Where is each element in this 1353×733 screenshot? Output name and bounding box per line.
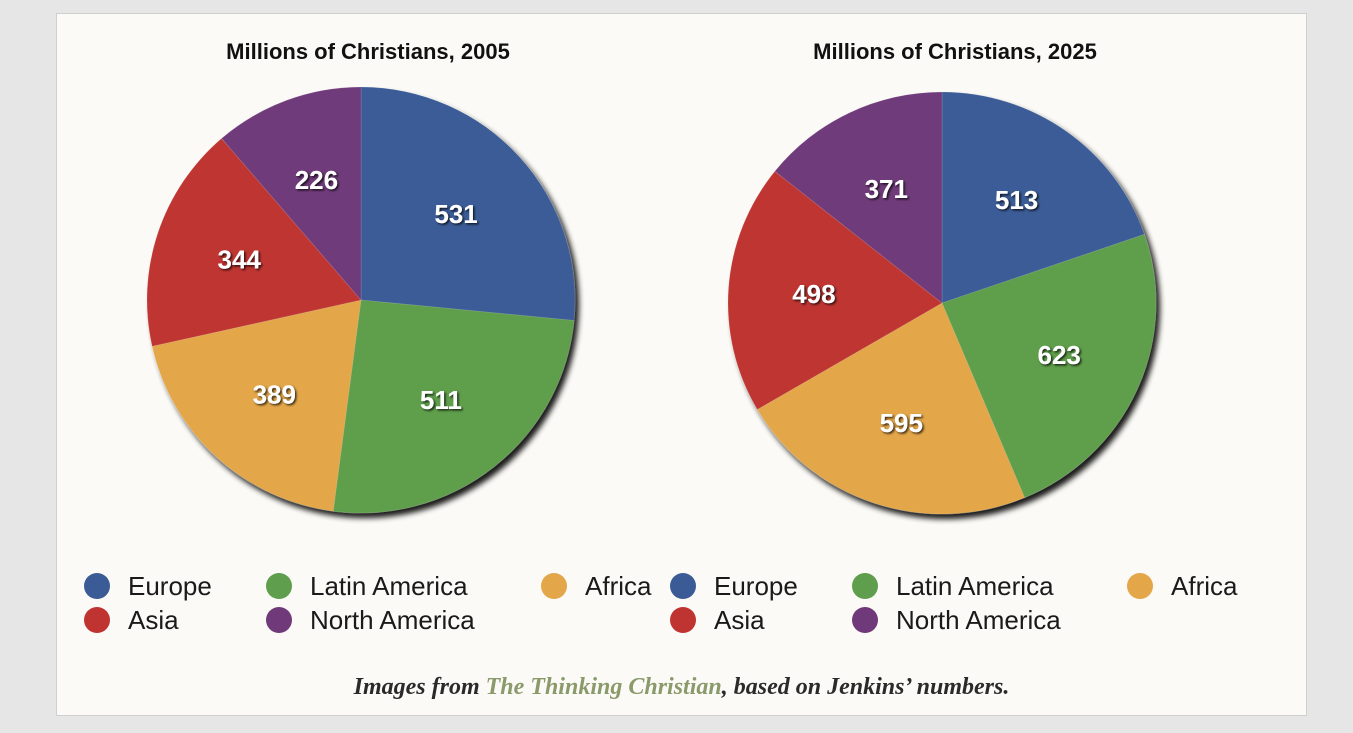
legend-swatch — [1127, 573, 1153, 599]
slice-asia — [146, 137, 362, 347]
pie-slices — [727, 91, 1157, 515]
legend-swatch — [852, 607, 878, 633]
legend-label: Latin America — [896, 571, 1054, 601]
slice-africa — [756, 302, 1026, 515]
slice-europe — [941, 91, 1145, 304]
figure-caption: Images from The Thinking Christian, base… — [56, 674, 1307, 701]
slice-value-label: 623 — [1038, 340, 1081, 370]
legend-label: Africa — [585, 571, 652, 601]
caption-link[interactable]: The Thinking Christian — [485, 674, 722, 700]
slice-value-label: 513 — [995, 185, 1038, 215]
caption-suffix: , based on Jenkins’ numbers. — [721, 674, 1010, 700]
legend-label: Africa — [1171, 571, 1238, 601]
legend-label: Asia — [714, 605, 765, 635]
chart-title: Millions of Christians, 2005 — [226, 39, 510, 64]
chart-title: Millions of Christians, 2025 — [813, 39, 1097, 64]
slice-value-label: 511 — [420, 385, 462, 415]
slice-value-label: 498 — [792, 279, 835, 309]
caption-prefix: Images from — [353, 674, 486, 700]
chart-legend: Europe Latin America Africa Asia North Ameri… — [670, 571, 1238, 635]
legend-swatch — [670, 573, 696, 599]
slice-value-label: 344 — [218, 245, 262, 275]
slice-value-label: 389 — [253, 379, 296, 409]
pie-chart-2: Millions of Christians, 2025 513 623 595 498… — [670, 39, 1238, 635]
slice-europe — [360, 86, 576, 321]
legend-label: Europe — [714, 571, 798, 601]
slice-north-america — [221, 86, 362, 302]
chart-legend: Europe Latin America Africa Asia North Ameri… — [84, 571, 652, 635]
legend-label: Europe — [128, 571, 212, 601]
slice-latin-america — [941, 233, 1157, 499]
legend-label: Latin America — [310, 571, 468, 601]
pie-slices — [146, 86, 576, 514]
legend-label: North America — [896, 605, 1061, 635]
pie-chart-1: Millions of Christians, 2005 531 511 389 344… — [84, 39, 652, 635]
slice-value-label: 595 — [880, 408, 923, 438]
legend-swatch — [852, 573, 878, 599]
legend-label: Asia — [128, 605, 179, 635]
legend-swatch — [266, 607, 292, 633]
slice-value-label: 226 — [295, 165, 338, 195]
legend-label: North America — [310, 605, 475, 635]
legend-swatch — [84, 573, 110, 599]
legend-swatch — [266, 573, 292, 599]
slice-africa — [151, 299, 362, 512]
slice-north-america — [774, 91, 943, 304]
legend-swatch — [84, 607, 110, 633]
legend-swatch — [670, 607, 696, 633]
slice-value-label: 531 — [434, 199, 477, 229]
slice-asia — [727, 170, 943, 411]
slice-value-label: 371 — [865, 174, 908, 204]
legend-swatch — [541, 573, 567, 599]
slice-latin-america — [332, 299, 575, 514]
